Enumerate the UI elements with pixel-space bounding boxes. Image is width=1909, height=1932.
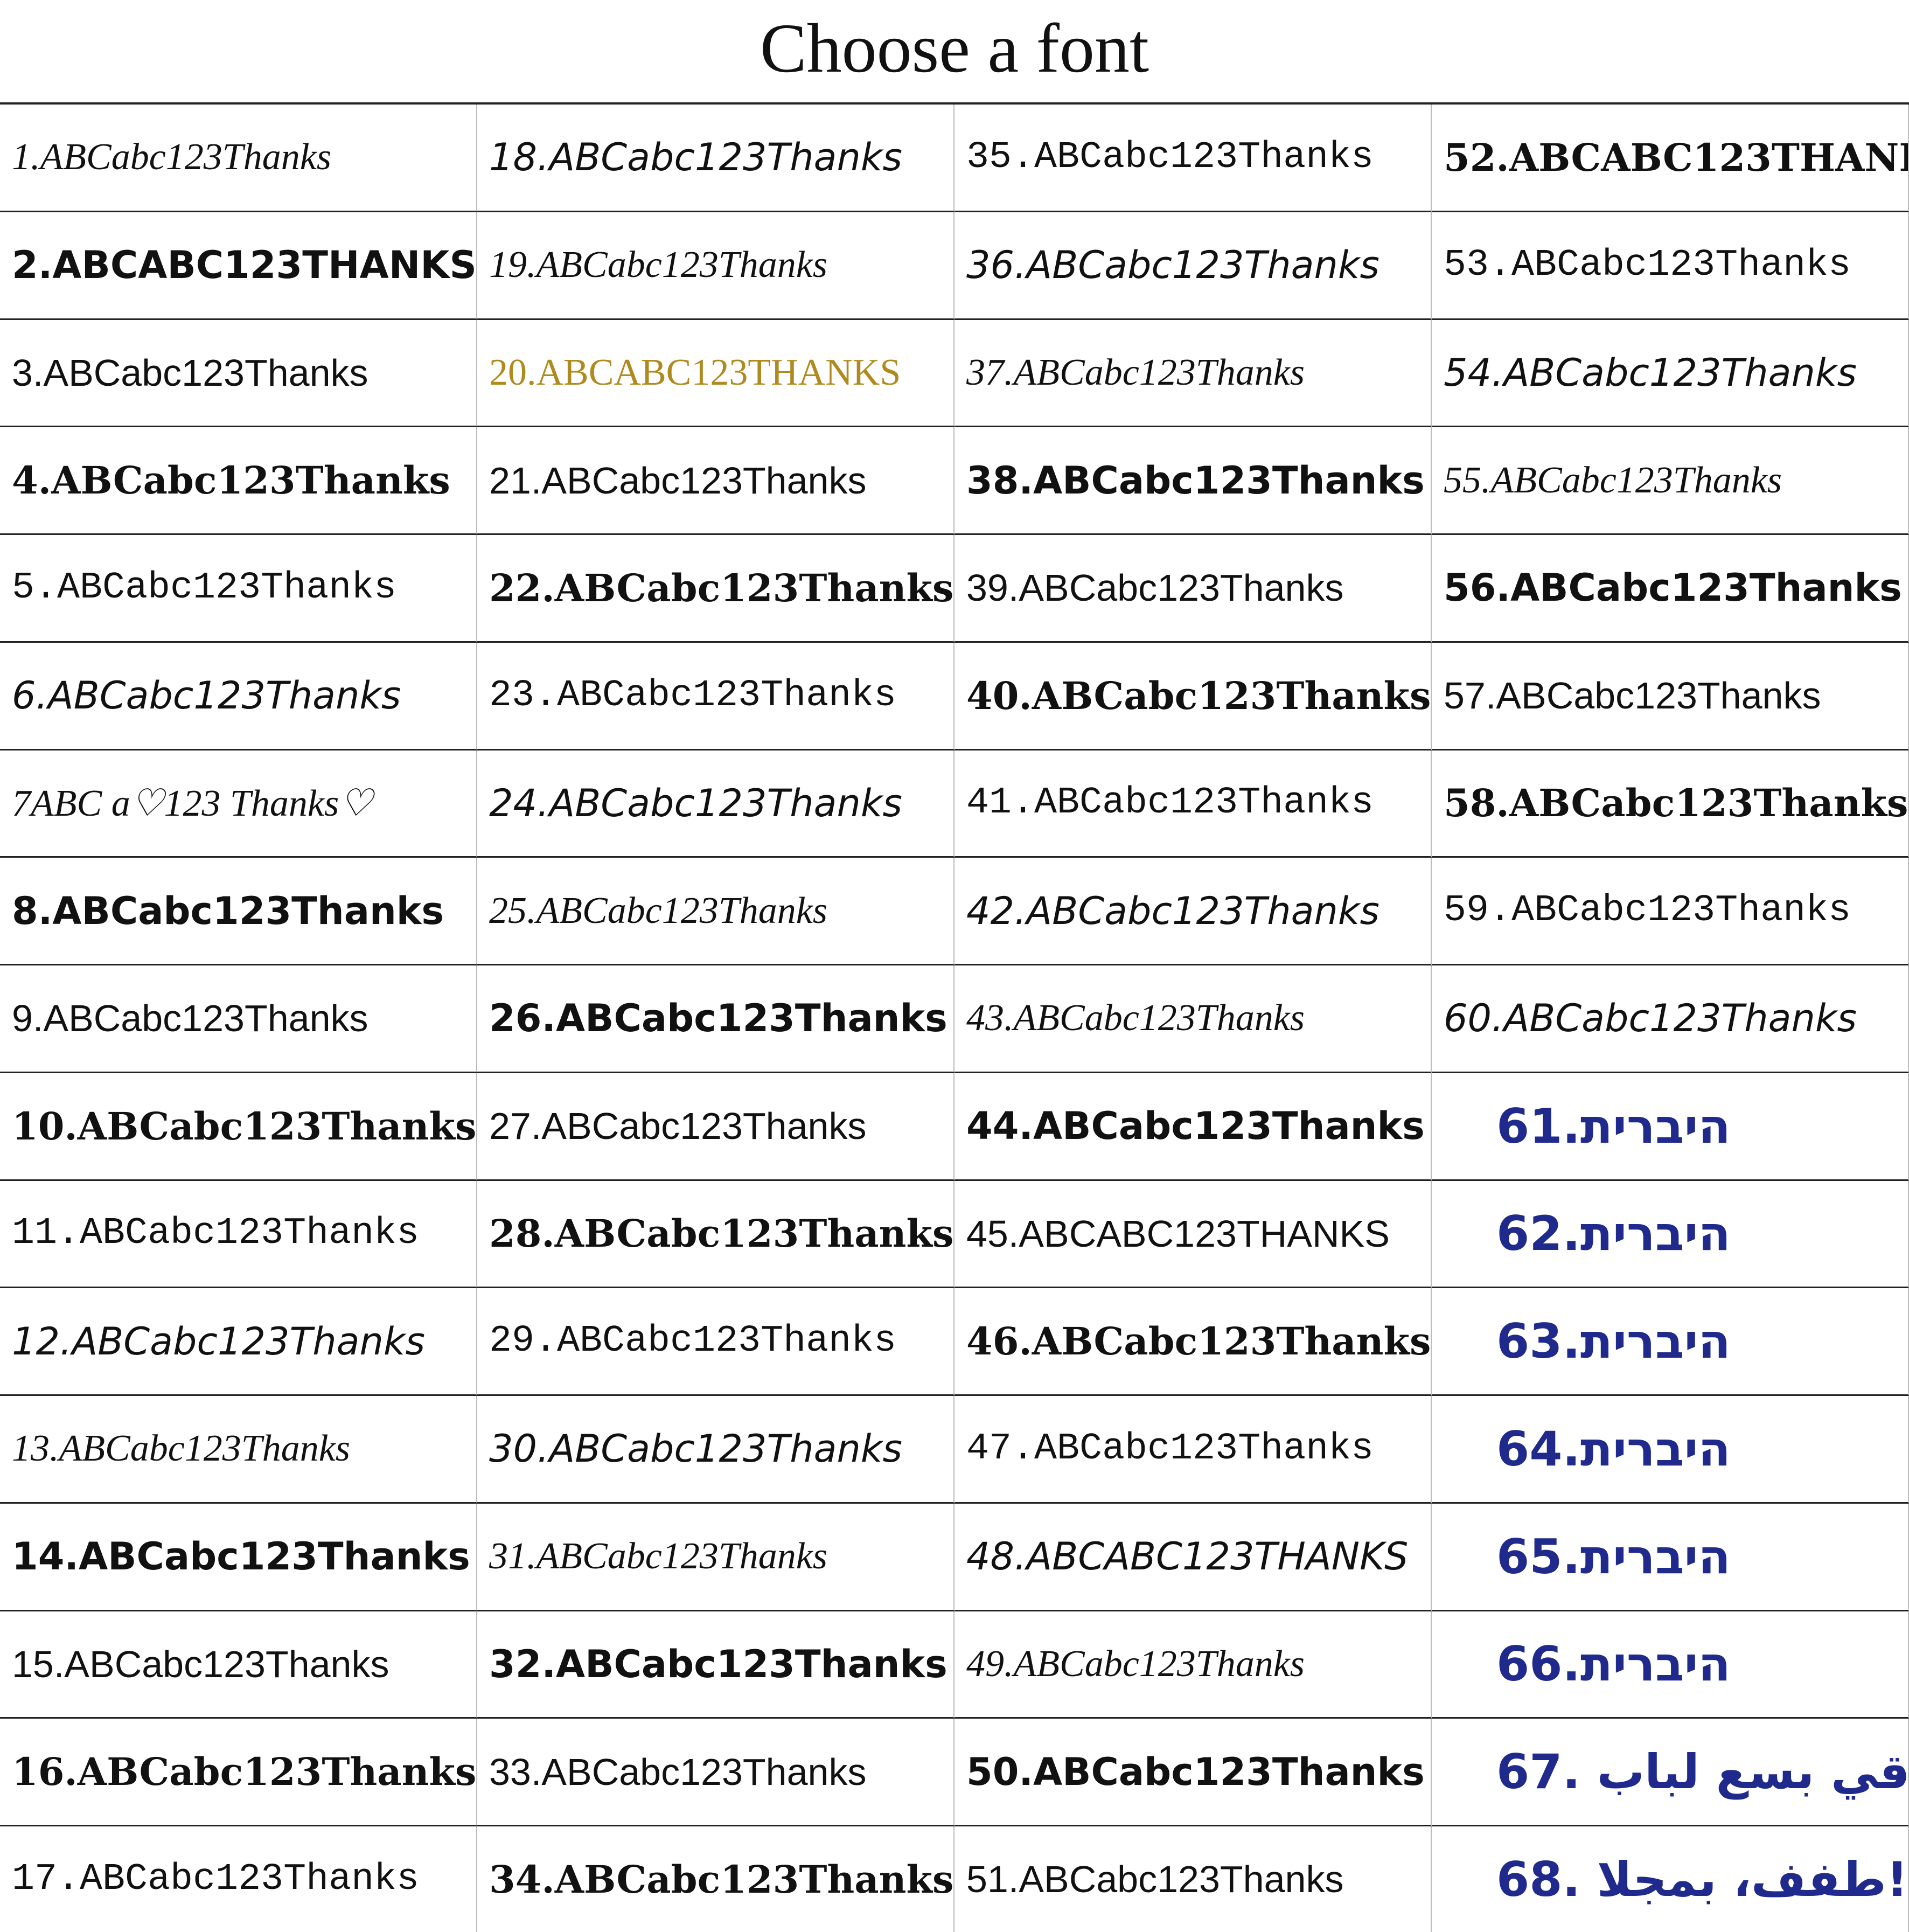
font-option[interactable]: 28.ABCabc123Thanks	[477, 1180, 954, 1289]
font-option[interactable]: 42.ABCabc123Thanks	[954, 858, 1432, 965]
font-option[interactable]: 12.ABCabc123Thanks	[0, 1288, 477, 1396]
font-option[interactable]: 41.ABCabc123Thanks	[954, 750, 1432, 858]
font-option[interactable]: 49.ABCabc123Thanks	[954, 1611, 1432, 1719]
font-option[interactable]: 15.ABCabc123Thanks	[0, 1611, 477, 1719]
font-option[interactable]: 29.ABCabc123Thanks	[477, 1288, 954, 1396]
font-option[interactable]: 45.ABCABC123THANKS	[954, 1180, 1432, 1289]
font-option[interactable]: 33.ABCabc123Thanks	[477, 1719, 954, 1826]
font-grid: 1.ABCabc123Thanks 2.ABCABC123THANKS 3.ABCa…	[0, 102, 1909, 1932]
font-option[interactable]: 24.ABCabc123Thanks	[477, 750, 954, 858]
font-option[interactable]: 38.ABCabc123Thanks	[954, 427, 1432, 535]
font-option[interactable]: 11.ABCabc123Thanks	[0, 1180, 477, 1289]
font-option[interactable]: 61.היברית	[1432, 1073, 1909, 1181]
font-option[interactable]: 48.ABCABC123THANKS	[954, 1503, 1432, 1611]
font-option[interactable]: 67. قي بسع لباب	[1432, 1719, 1909, 1826]
font-option[interactable]: 26.ABCabc123Thanks	[477, 965, 954, 1073]
font-option[interactable]: 64.היברית	[1432, 1396, 1909, 1504]
font-option[interactable]: 17.ABCabc123Thanks	[0, 1826, 477, 1932]
font-option[interactable]: 3.ABCabc123Thanks	[0, 319, 477, 428]
font-option[interactable]: 10.ABCabc123Thanks	[0, 1073, 477, 1181]
font-option[interactable]: 37.ABCabc123Thanks	[954, 319, 1432, 428]
font-option[interactable]: 22.ABCabc123Thanks	[477, 535, 954, 643]
font-option[interactable]: 55.ABCabc123Thanks	[1432, 427, 1909, 535]
font-option[interactable]: 35.ABCabc123Thanks	[954, 105, 1432, 212]
font-option[interactable]: 14.ABCabc123Thanks	[0, 1503, 477, 1611]
font-option[interactable]: 20.ABCABC123THANKS	[477, 319, 954, 428]
font-option[interactable]: 62.היברית	[1432, 1180, 1909, 1289]
font-option[interactable]: 39.ABCabc123Thanks	[954, 535, 1432, 643]
font-option[interactable]: 6.ABCabc123Thanks	[0, 642, 477, 750]
font-option[interactable]: 36.ABCabc123Thanks	[954, 212, 1432, 320]
font-option[interactable]: 21.ABCabc123Thanks	[477, 427, 954, 535]
font-option[interactable]: 63.היברית	[1432, 1288, 1909, 1396]
font-option[interactable]: 31.ABCabc123Thanks	[477, 1503, 954, 1611]
font-option[interactable]: 57.ABCabc123Thanks	[1432, 642, 1909, 750]
font-option[interactable]: 58.ABCabc123Thanks	[1432, 750, 1909, 858]
font-option[interactable]: 66.היברית	[1432, 1611, 1909, 1719]
font-option[interactable]: 50.ABCabc123Thanks	[954, 1719, 1432, 1826]
font-option[interactable]: 1.ABCabc123Thanks	[0, 105, 477, 212]
font-option[interactable]: 25.ABCabc123Thanks	[477, 858, 954, 965]
font-option[interactable]: 53.ABCabc123Thanks	[1432, 212, 1909, 320]
font-option[interactable]: 23.ABCabc123Thanks	[477, 642, 954, 750]
font-option[interactable]: 2.ABCABC123THANKS	[0, 212, 477, 320]
font-option[interactable]: 46.ABCabc123Thanks	[954, 1288, 1432, 1396]
font-option[interactable]: 56.ABCabc123Thanks	[1432, 535, 1909, 643]
font-option[interactable]: 34.ABCabc123Thanks	[477, 1826, 954, 1932]
font-option[interactable]: 60.ABCabc123Thanks	[1432, 965, 1909, 1073]
font-option[interactable]: 9.ABCabc123Thanks	[0, 965, 477, 1073]
font-option[interactable]: 4.ABCabc123Thanks	[0, 427, 477, 535]
font-option[interactable]: 8.ABCabc123Thanks	[0, 858, 477, 965]
font-option[interactable]: 30.ABCabc123Thanks	[477, 1396, 954, 1504]
font-option[interactable]: 19.ABCabc123Thanks	[477, 212, 954, 320]
font-option[interactable]: 68. طفف، بمجلا!	[1432, 1826, 1909, 1932]
font-option[interactable]: 32.ABCabc123Thanks	[477, 1611, 954, 1719]
font-option[interactable]: 7ABC a♡123 Thanks♡	[0, 750, 477, 858]
font-option[interactable]: 44.ABCabc123Thanks	[954, 1073, 1432, 1181]
font-option[interactable]: 5.ABCabc123Thanks	[0, 535, 477, 643]
font-option[interactable]: 43.ABCabc123Thanks	[954, 965, 1432, 1073]
font-option[interactable]: 54.ABCabc123Thanks	[1432, 319, 1909, 428]
font-option[interactable]: 47.ABCabc123Thanks	[954, 1396, 1432, 1504]
title: Choose a font	[760, 10, 1149, 87]
font-option[interactable]: 59.ABCabc123Thanks	[1432, 858, 1909, 965]
font-option[interactable]: 51.ABCabc123Thanks	[954, 1826, 1432, 1932]
font-option[interactable]: 18.ABCabc123Thanks	[477, 105, 954, 212]
font-option[interactable]: 52.ABCABC123THANKS	[1432, 105, 1909, 212]
font-option[interactable]: 13.ABCabc123Thanks	[0, 1396, 477, 1504]
font-option[interactable]: 16.ABCabc123Thanks	[0, 1719, 477, 1826]
font-option[interactable]: 40.ABCabc123Thanks	[954, 642, 1432, 750]
font-option[interactable]: 65.היברית	[1432, 1503, 1909, 1611]
font-option[interactable]: 27.ABCabc123Thanks	[477, 1073, 954, 1181]
